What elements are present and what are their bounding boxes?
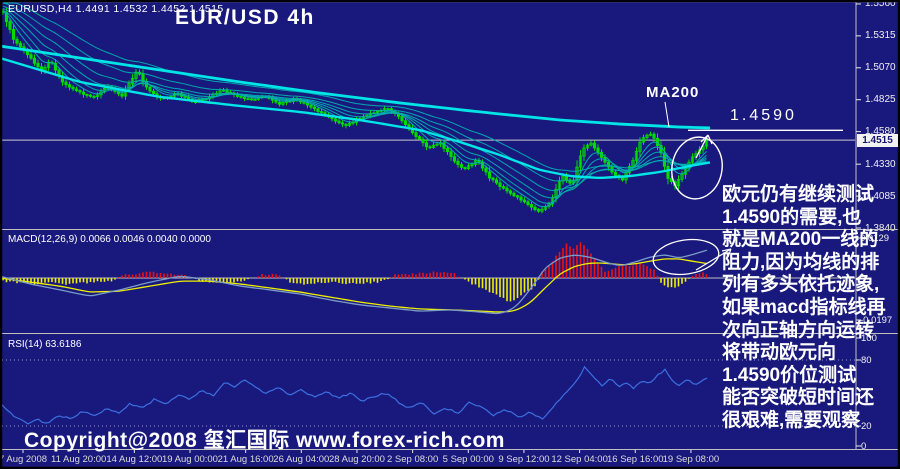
date-label: 14 Aug 12:00 xyxy=(106,454,163,465)
date-label: 5 Sep 00:00 xyxy=(442,454,494,465)
price-tick-label: 1.5560 xyxy=(865,0,896,10)
price-tick-label: 1.5315 xyxy=(865,30,896,42)
annotation-line: 次向正轴方向运转 xyxy=(722,319,875,341)
date-label: 16 Sep 16:00 xyxy=(606,454,664,465)
date-label: 12 Sep 04:00 xyxy=(551,454,608,465)
annotation-line: 1.4590的需要,也 xyxy=(722,206,862,228)
ema-ribbon xyxy=(0,2,711,208)
ma200-line xyxy=(0,44,711,130)
rsi-indicator-label: RSI(14) 63.6186 xyxy=(8,339,82,350)
axes xyxy=(0,2,900,453)
copyright-watermark: Copyright@2008 玺汇国际 www.forex-rich.com xyxy=(24,429,505,452)
date-label: 11 Aug 20:00 xyxy=(51,454,107,465)
rsi-tick-label: 0 xyxy=(861,441,867,452)
breakout-arrow xyxy=(695,134,713,159)
annotation-line: 1.4590价位测试 xyxy=(722,364,857,386)
macd-indicator-label: MACD(12,26,9) 0.0066 0.0046 0.0040 0.000… xyxy=(8,234,211,245)
rsi-line xyxy=(0,365,708,425)
price-tick-label: 1.4825 xyxy=(865,94,896,106)
annotation-line: 就是MA200一线的 xyxy=(722,229,879,251)
current-price-badge: 1.4515 xyxy=(857,134,898,147)
macd-tick-label: -0.0197 xyxy=(860,315,893,326)
ma-slow-line xyxy=(0,56,711,180)
rsi-tick-label: 80 xyxy=(861,355,872,366)
ma200-annotation-label: MA200 xyxy=(646,84,700,101)
resistance-level-label: 1.4590 xyxy=(730,107,797,124)
annotation-line: 能否突破短时间还 xyxy=(722,387,875,409)
rsi-tick-label: 20 xyxy=(861,421,872,432)
annotation-line: 列有多头依托迹象, xyxy=(722,274,880,296)
price-tick-label: 1.3840 xyxy=(865,222,896,234)
annotation-line: 欧元仍有继续测试 xyxy=(722,184,875,205)
rsi-pane xyxy=(0,359,855,427)
macd-arrow xyxy=(695,248,732,271)
macd-highlight-ellipse xyxy=(652,238,720,276)
date-label: 7 Aug 2008 xyxy=(0,454,48,465)
macd-pane xyxy=(0,238,855,315)
date-label: 28 Aug 20:00 xyxy=(328,454,385,465)
date-label: 19 Aug 00:00 xyxy=(161,454,218,465)
price-tick-label: 1.4085 xyxy=(865,190,896,202)
annotation-line: 将带动欧元向 xyxy=(722,342,837,364)
rsi-tick-label: 100 xyxy=(861,333,877,344)
date-label: 21 Aug 16:00 xyxy=(217,454,274,465)
ma200-pointer-line xyxy=(664,101,670,128)
annotation-line: 阻力,因为均线的排 xyxy=(722,251,880,273)
annotation-line: 如果macd指标线再 xyxy=(722,296,886,318)
price-tick-label: 1.4580 xyxy=(865,126,896,138)
price-tick-label: 1.5070 xyxy=(865,62,896,74)
annotation-line: 很艰难,需要观察 xyxy=(722,409,861,431)
price-tick-label: 1.4330 xyxy=(865,158,896,170)
symbol-watermark: EUR/USD 4h xyxy=(175,6,315,29)
date-label: 2 Sep 08:00 xyxy=(386,454,439,465)
symbol-ohlc-readout: EURUSD,H4 1.4491 1.4532 1.4452 1.4515 xyxy=(8,3,224,15)
date-label: 26 Aug 04:00 xyxy=(273,454,330,465)
date-label: 19 Sep 08:00 xyxy=(662,454,720,465)
macd-tick-label: 0.0129 xyxy=(860,233,890,244)
date-label: 9 Sep 12:00 xyxy=(498,454,550,465)
analysis-note-block: 欧元仍有继续测试 1.4590的需要,也 就是MA200一线的 阻力,因为均线的排 列有… xyxy=(722,184,886,433)
candlesticks xyxy=(1,7,709,214)
main-annotations xyxy=(664,101,843,200)
price-highlight-ellipse xyxy=(671,136,723,200)
